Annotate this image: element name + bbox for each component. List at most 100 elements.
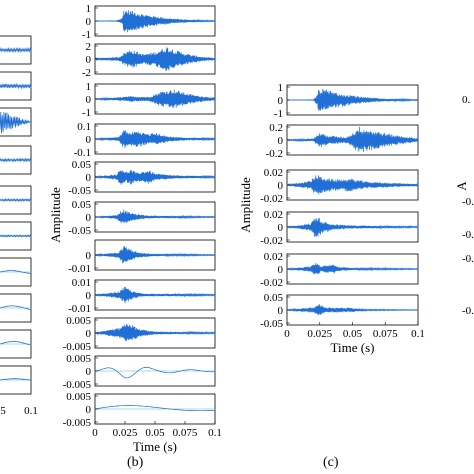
panel-b-x-tick-label: 0.025 [113,427,138,439]
panel-b-signal-line [95,367,215,379]
panel-b-y-tick-label: 0 [86,94,92,106]
panel-c-y-tick-label: -0.2 [266,148,283,160]
panel-b-y-tick-label: -0.01 [68,263,91,275]
panel-b-signal-line [94,47,216,72]
panel-b-signal-line [94,286,216,304]
panel-b: 10-120-210-10.10-0.10.050-0.050.050-0.05… [48,3,222,454]
panel-b-y-tick-label: -0.01 [68,303,91,315]
panel-b-y-tick-label: 0.005 [66,391,91,403]
panel-c-y-tick-label: 0 [278,95,284,107]
panel-c-y-tick-label: 0.02 [264,251,283,263]
panel-c-x-axis-label: Time (s) [331,340,375,355]
panel-b-y-tick-label: 0 [86,134,92,146]
panel-d-y-tick-label: -0. [462,196,474,208]
panel-b-y-axis-label: Amplitude [48,187,63,243]
panel-d-y-tick-label: -0. [462,229,474,241]
panel-b-y-tick-label: 0 [86,212,92,224]
panel-b-y-tick-label: 0.1 [77,121,91,133]
panel-b-y-tick-label: 0 [86,290,92,302]
panel-c-y-tick-label: -0.02 [260,235,283,247]
panel-a-x-tick-label: 0.1 [24,405,38,417]
panel-b-y-tick-label: 1 [86,3,92,15]
panel-b-y-tick-label: 0 [86,404,92,416]
panel-b-label: (b) [127,455,144,470]
panel-b-y-tick-label: 0 [86,54,92,66]
panel-c-y-tick-label: 0 [278,305,284,317]
panel-c-x-tick-label: 0.05 [343,328,363,340]
panel-c-y-tick-label: 0 [278,222,284,234]
panel-c-x-tick-label: 0.1 [411,328,425,340]
panel-b-y-tick-label: 1 [86,81,92,93]
panel-b-x-axis-label: Time (s) [133,439,177,454]
panel-b-y-tick-label: 0 [86,250,92,262]
panel-a: 5 0.1 [0,35,38,417]
panel-b-signal-line [94,10,216,33]
panel-c-x-tick-label: 0 [284,328,290,340]
panel-b-y-tick-label: 0 [86,328,92,340]
panel-b-x-tick-label: 0.1 [208,427,222,439]
panel-c-y-tick-label: 1 [278,82,284,94]
panel-b-y-tick-label: 0 [86,16,92,28]
panel-c-signal-line [286,218,419,237]
panel-c-signal-line [286,126,419,153]
panel-a-signal-line [0,157,32,163]
panel-b-y-tick-label: 0.05 [72,159,92,171]
panel-a-x-tick-label: 5 [0,405,6,417]
panel-c-signal-line [286,175,419,195]
panel-c: 10-10.20-0.20.020-0.020.020-0.020.020-0.… [238,82,425,355]
panel-c-signal-line [286,88,419,112]
panel-c-x-tick-label: 0.025 [307,328,332,340]
panel-b-y-tick-label: -1 [82,29,91,41]
panel-d-y-tick-label: -0. [462,305,474,317]
panel-c-x-tick-label: 0.075 [373,328,398,340]
panel-c-y-tick-label: 0.02 [264,209,283,221]
panel-b-y-tick-label: 0.005 [66,353,91,365]
panel-d-y-axis-label: A [454,181,469,191]
panel-a-signal-line [0,341,32,346]
panel-b-y-tick-label: -0.005 [63,417,92,429]
panel-b-x-tick-label: 0.05 [145,427,165,439]
panel-c-label: (c) [323,455,339,470]
panel-c-y-axis-label: Amplitude [238,177,253,233]
panel-b-y-tick-label: 0.05 [72,199,92,211]
panel-b-signal-line [94,169,216,185]
panel-b-y-tick-label: 0 [86,172,92,184]
panel-a-signal-line [0,270,31,274]
panel-d-y-tick-label: 0. [462,94,471,106]
panel-b-signal-line [94,89,216,108]
panel-b-y-tick-label: 2 [86,41,92,53]
panel-a-signal-line [0,378,32,381]
panel-c-y-tick-label: -1 [274,108,283,120]
panel-b-y-tick-label: -2 [82,67,91,79]
panel-b-y-tick-label: -0.005 [63,379,92,391]
panel-d: 0. -0. -0. -0. -0. A [454,94,474,317]
panel-b-y-tick-label: -0.05 [68,225,91,237]
panel-b-signal-line [94,405,215,412]
panel-c-y-tick-label: 0 [278,264,284,276]
panel-c-y-tick-label: 0 [278,180,284,192]
panel-c-y-tick-label: -0.02 [260,277,283,289]
panel-a-signal-line [0,111,32,134]
panel-b-y-tick-label: 0.01 [72,277,91,289]
panel-a-signal-line [0,234,32,238]
panel-a-signal-line [0,305,32,310]
panel-c-signal-line [286,262,419,275]
panel-b-y-tick-label: -1 [82,107,91,119]
panel-c-y-tick-label: 0.05 [264,292,284,304]
panel-c-y-tick-label: 0.02 [264,167,283,179]
panel-c-y-tick-label: -0.05 [260,318,283,330]
panel-b-y-tick-label: -0.1 [74,147,91,159]
panel-a-signal-line [0,197,32,203]
panel-a-signal-line [0,46,32,54]
panel-b-y-tick-label: 0 [86,366,92,378]
panel-b-x-tick-label: 0 [92,427,98,439]
panel-b-signal-line [94,130,216,149]
panel-b-y-tick-label: -0.005 [63,341,92,353]
panel-b-y-tick-label: 0.005 [66,315,91,327]
panel-b-signal-line [94,209,216,224]
panel-c-y-tick-label: -0.02 [260,193,283,205]
panel-c-y-tick-label: 0.2 [269,122,283,134]
panel-b-signal-line [94,246,216,264]
panel-b-y-tick-label: -0.05 [68,185,91,197]
